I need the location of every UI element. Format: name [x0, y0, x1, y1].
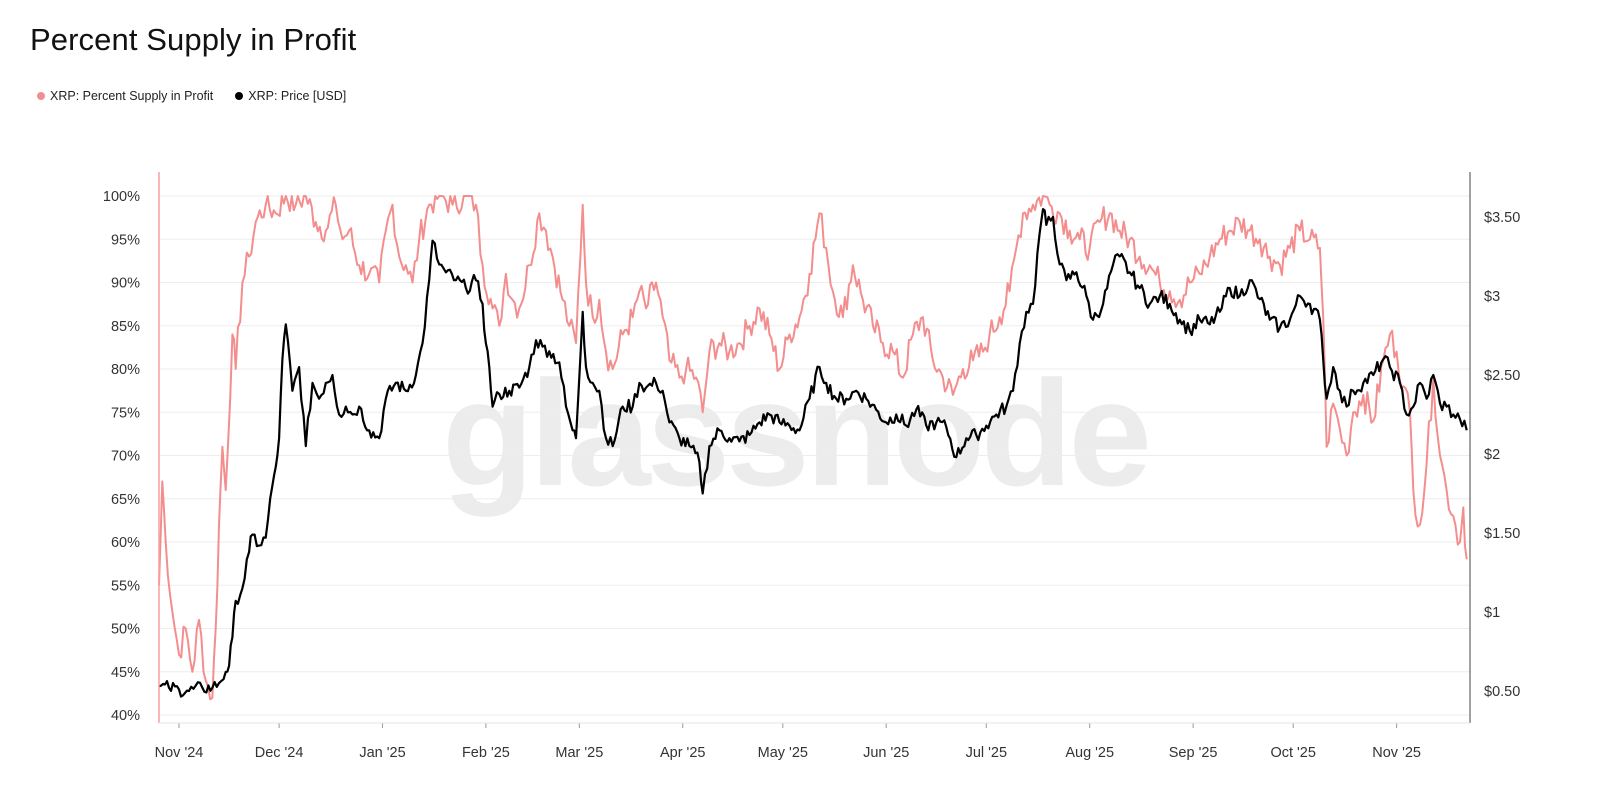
x-tick-label: Jun '25: [863, 745, 909, 761]
left-tick-label: 70%: [111, 449, 140, 465]
legend-label-supply: XRP: Percent Supply in Profit: [50, 89, 214, 103]
left-tick-label: 45%: [111, 665, 140, 681]
legend-label-price: XRP: Price [USD]: [248, 89, 347, 103]
right-tick-label: $0.50: [1484, 684, 1520, 700]
left-tick-label: 85%: [111, 319, 140, 335]
x-tick-label: Feb '25: [462, 745, 510, 761]
x-tick-label: Apr '25: [660, 745, 706, 761]
series-line-price-usd: [158, 208, 1468, 698]
x-tick-label: Dec '24: [255, 745, 304, 761]
left-axis-ticks: 40% 45% 50% 55% 60% 65% 70% 75% 80% 85% 90% 95% 100%: [103, 189, 140, 724]
left-tick-label: 90%: [111, 276, 140, 292]
left-tick-label: 100%: [103, 189, 140, 205]
x-tick-label: Sep '25: [1169, 745, 1218, 761]
right-axis-ticks: $0.50 $1 $1.50 $2 $2.50 $3 $3.50: [1484, 210, 1520, 700]
left-tick-label: 40%: [111, 708, 140, 724]
right-tick-label: $3.50: [1484, 210, 1520, 226]
chart-title: Percent Supply in Profit: [30, 22, 357, 57]
right-tick-label: $3: [1484, 289, 1500, 305]
x-tick-label: Jan '25: [359, 745, 405, 761]
series-line-percent-supply-in-profit: [158, 195, 1468, 701]
right-tick-label: $2.50: [1484, 368, 1520, 384]
left-tick-label: 75%: [111, 405, 140, 421]
legend-dot-price: [235, 92, 244, 100]
left-tick-label: 50%: [111, 622, 140, 638]
x-tick-label: Aug '25: [1065, 745, 1114, 761]
left-tick-label: 60%: [111, 535, 140, 551]
right-tick-label: $2: [1484, 447, 1500, 463]
legend-dot-supply: [37, 92, 45, 100]
left-tick-label: 65%: [111, 492, 140, 508]
x-tick-label: Jul '25: [966, 745, 1007, 761]
x-tick-label: Mar '25: [555, 745, 603, 761]
x-tick-label: May '25: [758, 745, 808, 761]
left-tick-label: 95%: [111, 232, 140, 248]
x-tick-label: Nov '25: [1372, 745, 1421, 761]
left-tick-label: 55%: [111, 578, 140, 594]
x-axis-ticks: Nov '24 Dec '24 Jan '25 Feb '25 Mar '25 Apr '…: [155, 723, 1421, 761]
right-tick-label: $1.50: [1484, 526, 1520, 542]
x-tick-label: Nov '24: [155, 745, 204, 761]
series-lines: [158, 195, 1468, 701]
gridlines: [159, 195, 1470, 716]
legend: XRP: Percent Supply in Profit XRP: Price…: [37, 89, 346, 103]
right-tick-label: $1: [1484, 605, 1500, 621]
legend-item-supply[interactable]: XRP: Percent Supply in Profit: [37, 89, 213, 103]
left-tick-label: 80%: [111, 362, 140, 378]
legend-item-price[interactable]: XRP: Price [USD]: [235, 89, 346, 103]
x-tick-label: Oct '25: [1270, 745, 1315, 761]
